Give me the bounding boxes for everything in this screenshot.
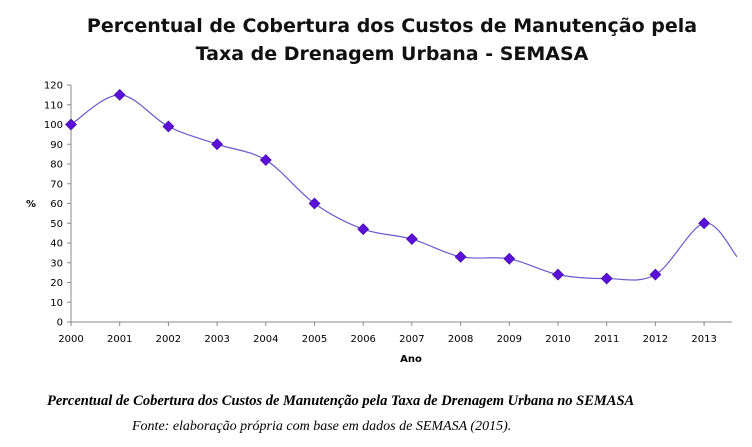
x-tick-label: 2005 (302, 334, 327, 345)
y-tick-label: 80 (50, 160, 63, 171)
series-line (70, 94, 738, 281)
figure-caption: Percentual de Cobertura dos Custos de Ma… (47, 393, 635, 409)
y-tick-label: 0 (57, 318, 63, 329)
y-axis-ticks: 0 10 20 30 40 50 60 70 80 90 100 110 120 (44, 81, 71, 329)
data-point-marker (405, 233, 418, 245)
x-tick-label: 2007 (399, 334, 424, 345)
axes (70, 85, 732, 323)
data-point-marker (503, 252, 516, 265)
x-axis-ticks: 2000 2001 2002 2003 2004 2005 2006 2007 2008 2009… (58, 322, 717, 345)
x-tick-label: 2008 (448, 334, 473, 345)
y-tick-label: 20 (50, 278, 63, 289)
data-point-marker (454, 250, 467, 263)
chart-title-line-1: Percentual de Cobertura dos Custos de Ma… (87, 15, 697, 37)
x-tick-label: 2006 (350, 334, 375, 345)
x-tick-label: 2013 (691, 334, 716, 345)
y-tick-label: 110 (44, 100, 63, 111)
x-tick-label: 2004 (253, 334, 278, 345)
x-tick-label: 2000 (58, 334, 83, 345)
y-tick-label: 60 (50, 199, 63, 210)
y-tick-label: 120 (44, 81, 63, 92)
y-tick-label: 100 (44, 120, 63, 131)
y-tick-label: 90 (50, 140, 63, 151)
chart-title-line-2: Taxa de Drenagem Urbana - SEMASA (196, 43, 589, 65)
x-tick-label: 2001 (107, 334, 132, 345)
figure-source: Fonte: elaboração própria com base em da… (132, 419, 512, 434)
y-axis-title: % (26, 199, 36, 210)
x-tick-label: 2012 (643, 334, 668, 345)
x-tick-label: 2010 (545, 334, 570, 345)
data-point-marker (113, 88, 126, 101)
data-point-marker (65, 118, 77, 131)
y-tick-label: 50 (50, 219, 63, 230)
data-point-marker (259, 154, 272, 166)
data-point-marker (552, 268, 564, 281)
y-tick-label: 40 (50, 239, 63, 250)
data-point-marker (308, 197, 321, 210)
data-point-marker (211, 138, 224, 151)
y-tick-label: 30 (50, 258, 63, 269)
x-axis-title: Ano (400, 354, 422, 365)
series-layer (65, 88, 738, 285)
data-point-marker (649, 268, 662, 281)
data-point-marker (600, 272, 613, 285)
x-tick-label: 2011 (594, 334, 619, 345)
data-point-marker (162, 120, 175, 133)
y-tick-label: 10 (50, 298, 63, 309)
x-tick-label: 2002 (156, 334, 181, 345)
data-point-marker (357, 223, 370, 236)
x-tick-label: 2003 (204, 334, 229, 345)
y-tick-label: 70 (50, 179, 63, 190)
data-point-marker (698, 217, 711, 230)
x-tick-label: 2009 (497, 334, 522, 345)
